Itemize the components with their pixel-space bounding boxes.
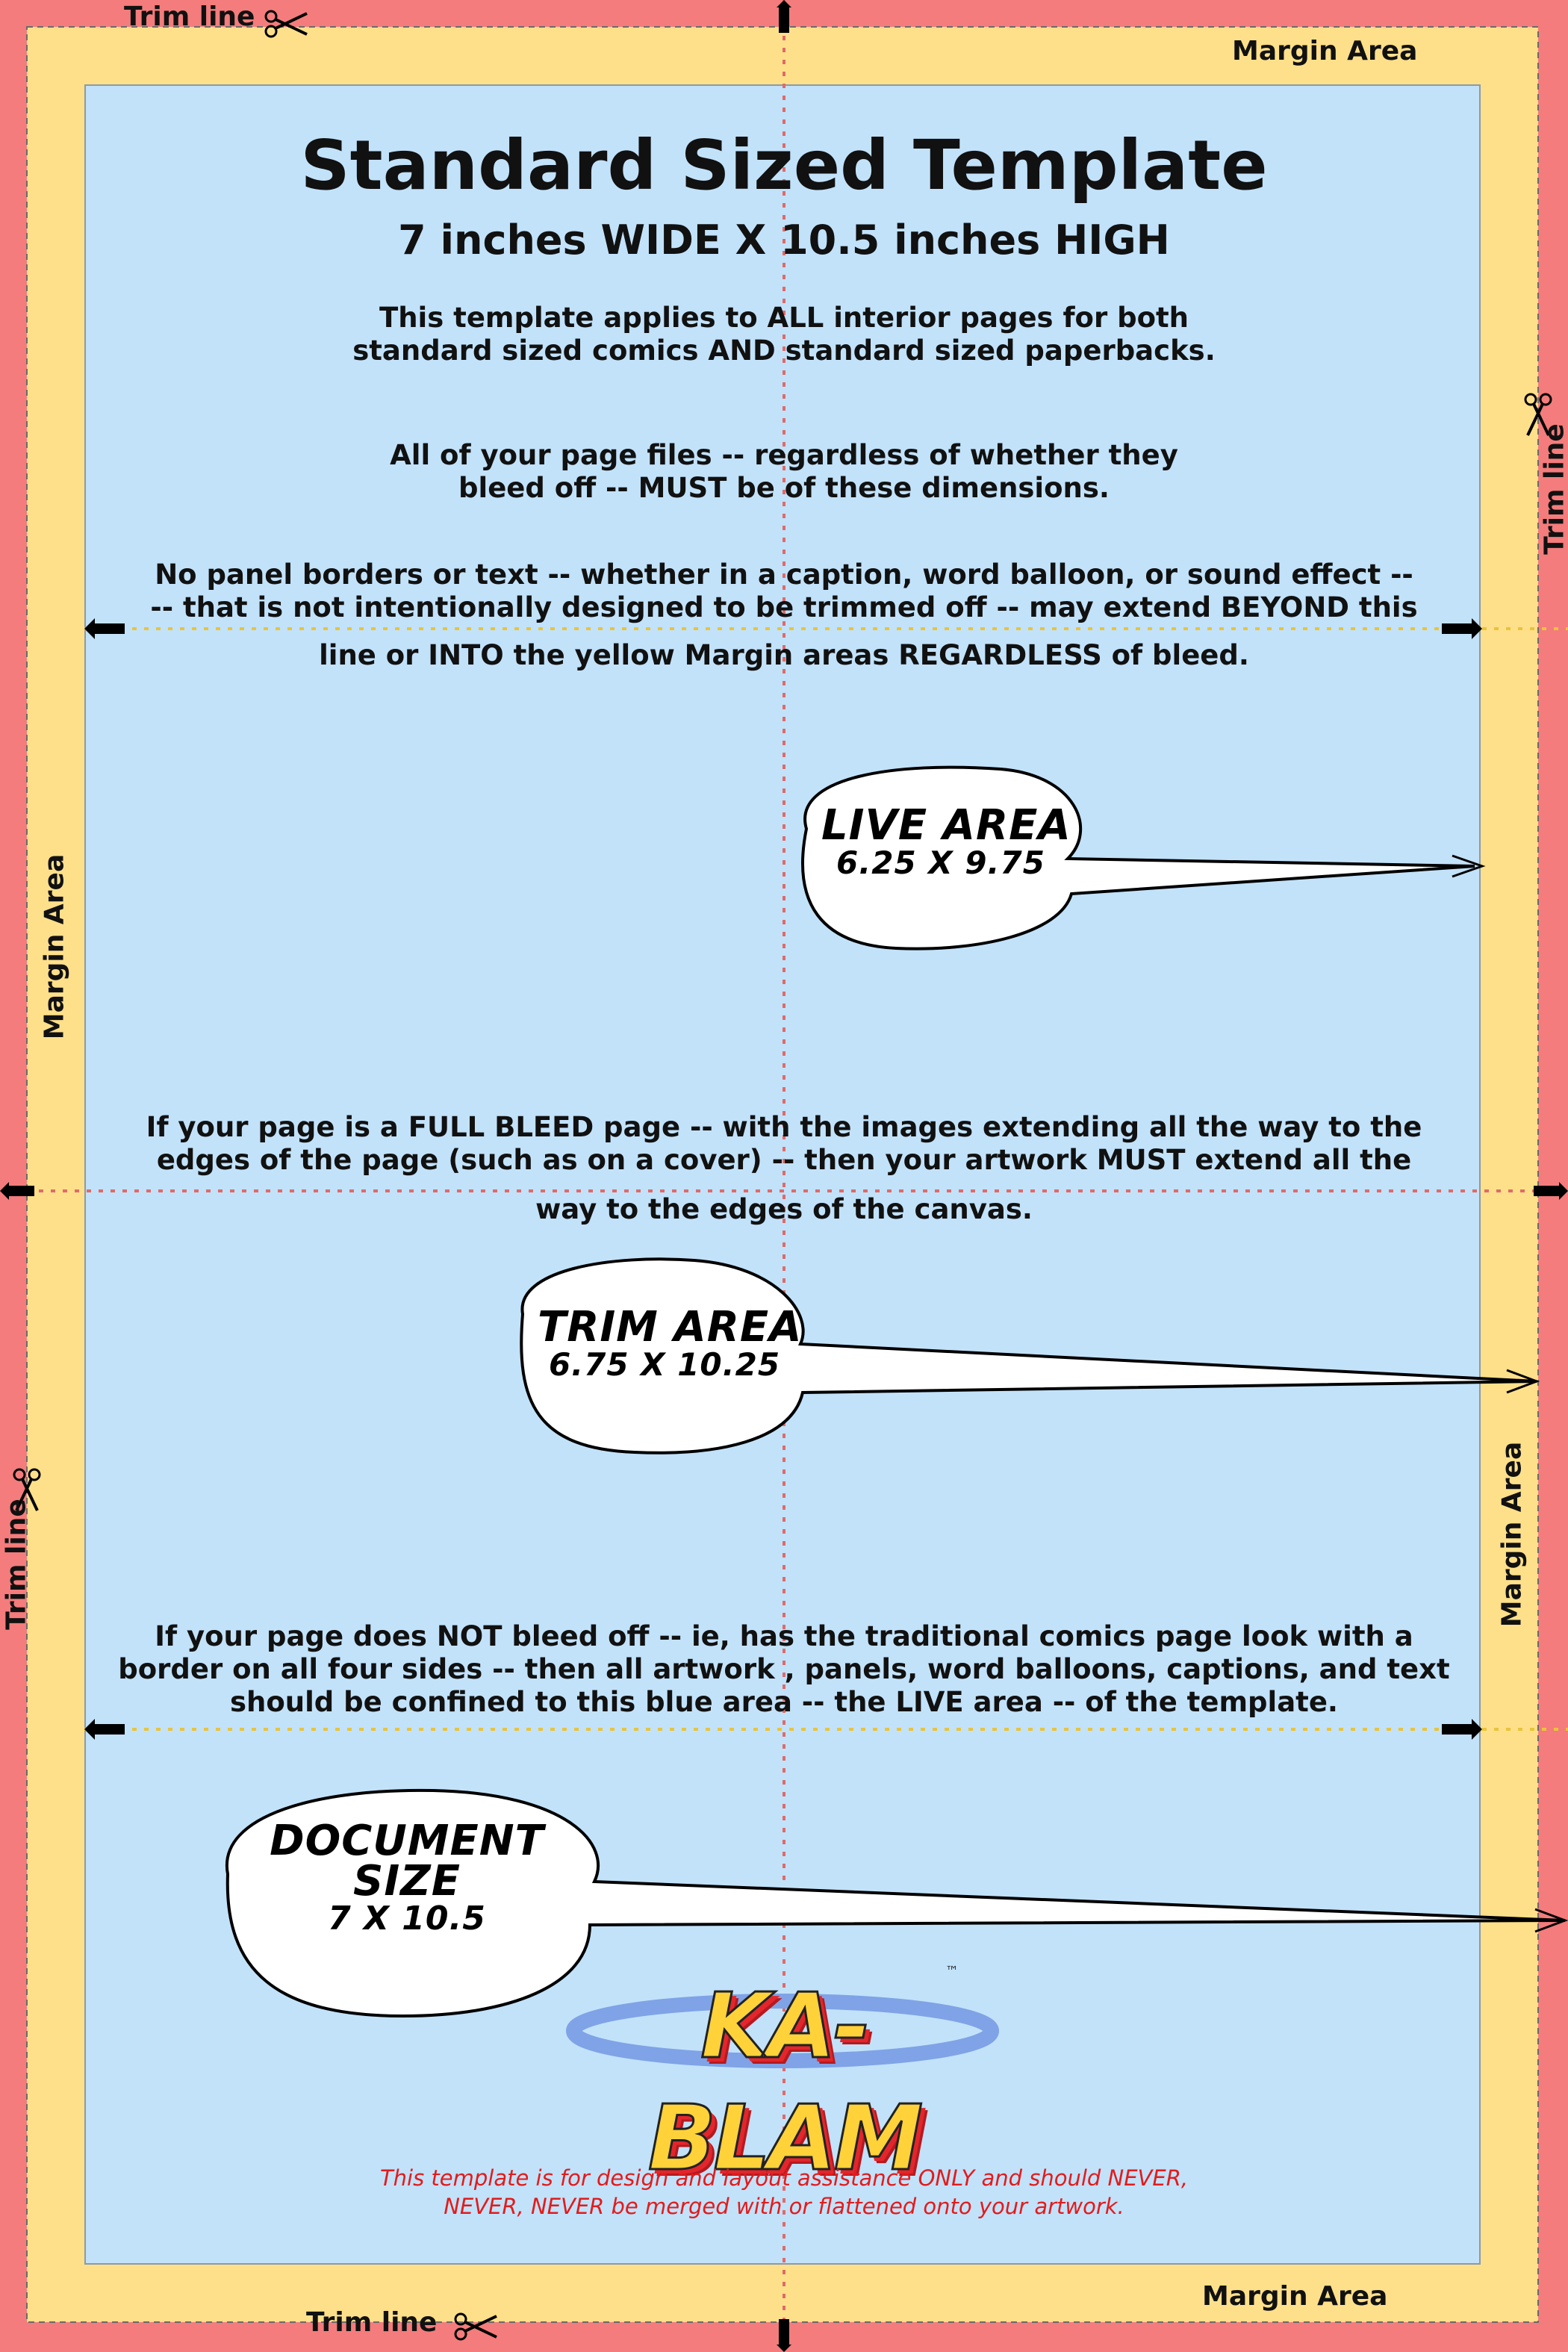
trim-area-size: 6.75 X 10.25	[548, 1346, 781, 1383]
applies-paragraph: This template applies to ALL interior pa…	[352, 302, 1216, 367]
trim-area-title: TRIM AREA	[538, 1303, 803, 1351]
trademark-symbol: ™	[945, 1964, 959, 1979]
top-center-arrow	[777, 0, 791, 33]
no-panel-paragraph: No panel borders or text -- whether in a…	[150, 559, 1418, 623]
live-area-title: LIVE AREA	[821, 801, 1071, 850]
margin-area-label-left: Margin Area	[39, 853, 70, 1040]
scissors-icon	[13, 1468, 41, 1511]
lower-left-arrow	[84, 1719, 125, 1740]
no-panel-paragraph-end: line or INTO the yellow Margin areas REG…	[319, 639, 1249, 671]
margin-area-label-top: Margin Area	[1232, 36, 1418, 66]
dimensions-paragraph: All of your page files -- regardless of …	[390, 439, 1178, 504]
document-size-title: DOCUMENT	[270, 1817, 544, 1865]
bottom-center-arrow	[777, 2319, 791, 2352]
disclaimer-text: This template is for design and layout a…	[379, 2165, 1189, 2219]
document-size-title-2: SIZE	[352, 1857, 461, 1905]
live-area-size: 6.25 X 9.75	[836, 844, 1045, 881]
scissors-icon	[264, 10, 308, 38]
trim-area-balloon-shape	[520, 1257, 1540, 1455]
full-bleed-paragraph: If your page is a FULL BLEED page -- wit…	[146, 1111, 1422, 1176]
kablam-logo-text: KA-BLAM	[647, 1974, 924, 2192]
logo-swoosh	[566, 1994, 999, 2068]
margin-area-label-bottom: Margin Area	[1202, 2281, 1388, 2312]
document-size-balloon: DOCUMENT SIZE 7 X 10.5	[250, 1820, 564, 1937]
lower-right-arrow	[1442, 1719, 1482, 1740]
left-mid-arrow	[0, 1182, 34, 1200]
upper-left-arrow	[84, 618, 125, 639]
scissors-icon	[1524, 393, 1552, 436]
full-bleed-paragraph-end: way to the edges of the canvas.	[535, 1193, 1033, 1225]
trim-line-label-left: Trim line	[1, 1499, 32, 1630]
document-size-value: 7 X 10.5	[328, 1900, 486, 1938]
live-area-balloon-shape	[801, 765, 1486, 951]
trim-line-label-bottom: Trim line	[306, 2307, 438, 2338]
live-area-balloon: LIVE AREA 6.25 X 9.75	[821, 801, 1071, 881]
document-size-balloon-shape	[225, 1788, 1568, 2018]
no-bleed-paragraph: If your page does NOT bleed off -- ie, h…	[118, 1620, 1450, 1718]
page-subtitle: 7 inches WIDE X 10.5 inches HIGH	[398, 217, 1170, 264]
trim-line-label-top: Trim line	[124, 1, 255, 32]
page-title: Standard Sized Template	[300, 125, 1268, 205]
scissors-icon	[454, 2312, 497, 2341]
margin-area-label-right: Margin Area	[1496, 1441, 1528, 1628]
upper-right-arrow	[1442, 618, 1482, 639]
trim-line-label-right: Trim line	[1539, 423, 1568, 555]
kablam-logo: KA-BLAM ™	[605, 1964, 963, 2192]
right-mid-arrow	[1534, 1182, 1568, 1200]
trim-area-balloon: TRIM AREA 6.75 X 10.25	[538, 1303, 803, 1383]
